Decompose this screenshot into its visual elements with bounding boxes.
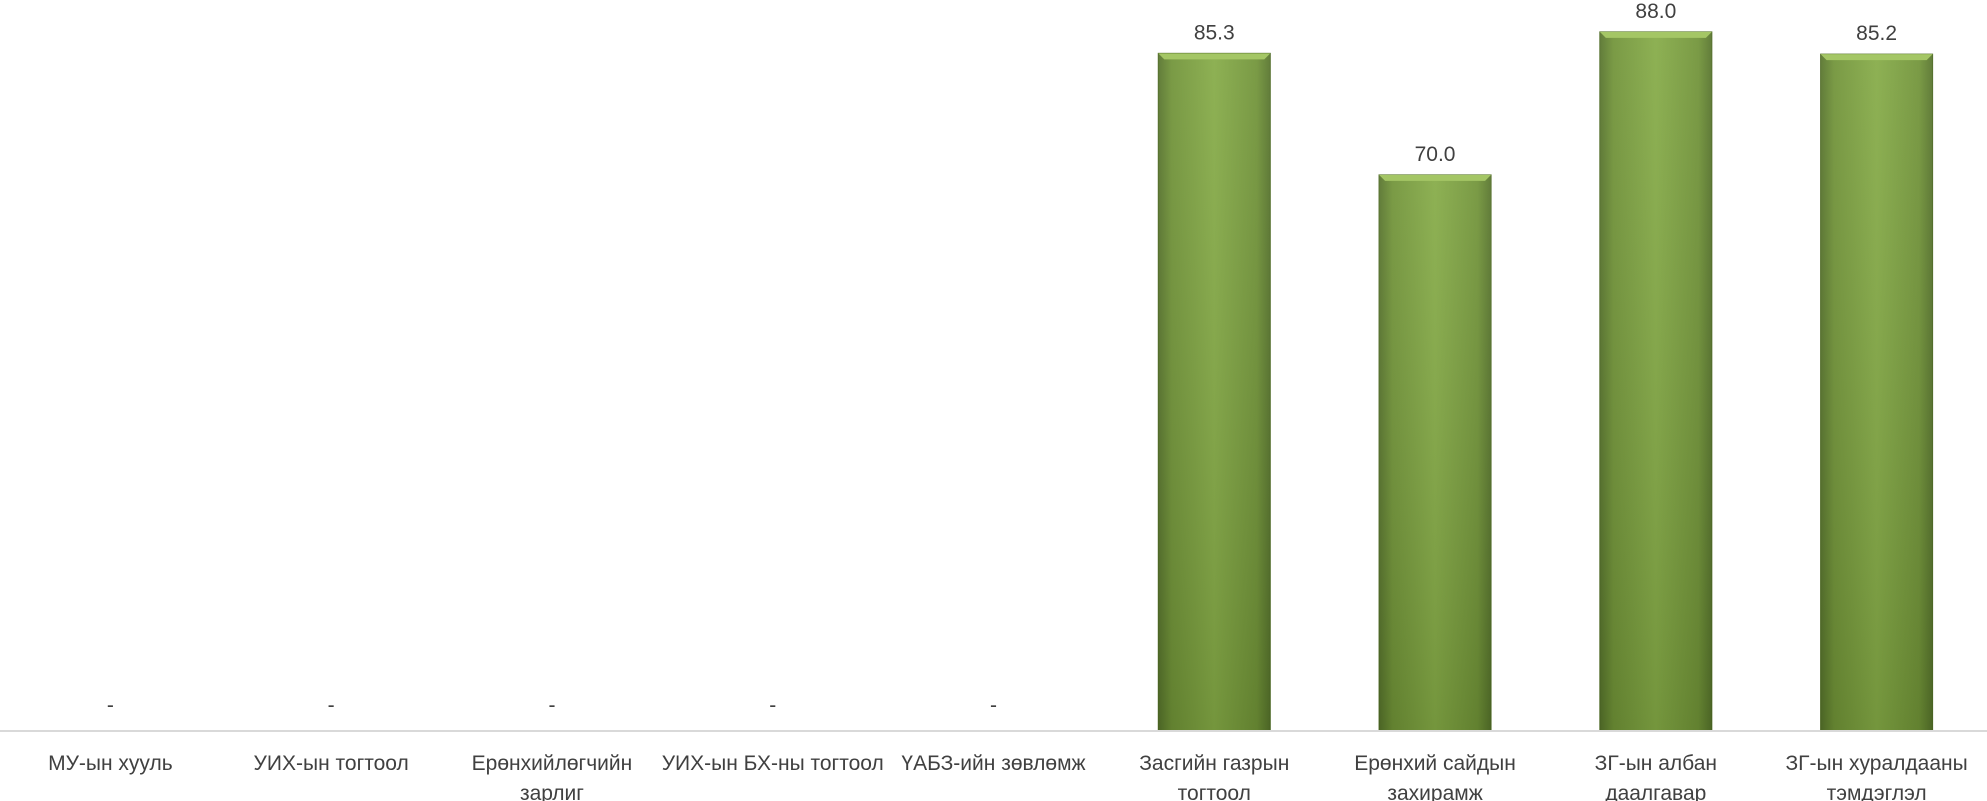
data-label-6: 85.3 <box>1194 21 1235 44</box>
category-label-8: ЗГ-ын албан даалгавар <box>1595 752 1717 801</box>
data-label-4: - <box>769 694 776 717</box>
category-label-6: Засгийн газрын тогтоол <box>1139 752 1289 801</box>
data-labels-layer: - - - - - 85.3 70.0 88.0 85.2 <box>107 0 1897 717</box>
data-label-5: - <box>990 694 997 717</box>
bar-shade-7 <box>1379 174 1492 731</box>
bar-bevel-7 <box>1379 174 1492 181</box>
category-label-7: Ерөнхий сайдын захирамж <box>1354 752 1516 801</box>
bar-bevel-8 <box>1599 31 1712 38</box>
data-label-2: - <box>328 694 335 717</box>
category-label-3: Ерөнхийлөгчийн зарлиг <box>472 752 633 801</box>
bar-bevel-9 <box>1820 54 1933 61</box>
category-label-2: УИХ-ын тогтоол <box>254 752 409 775</box>
bar-shade-6 <box>1158 53 1271 732</box>
data-label-9: 85.2 <box>1856 22 1897 45</box>
category-label-9: ЗГ-ын хуралдааны тэмдэглэл <box>1785 752 1967 801</box>
data-label-3: - <box>548 694 555 717</box>
bars-layer <box>1157 31 1934 732</box>
bar-bevel-6 <box>1158 53 1271 60</box>
data-label-8: 88.0 <box>1635 0 1676 23</box>
category-label-5: ҮАБЗ-ийн зөвлөмж <box>901 752 1085 775</box>
data-label-7: 70.0 <box>1415 143 1456 166</box>
bar-shade-9 <box>1820 54 1933 731</box>
category-label-1: МУ-ын хууль <box>48 752 173 775</box>
category-label-4: УИХ-ын БХ-ны тогтоол <box>662 752 884 775</box>
category-labels-layer: МУ-ын хууль УИХ-ын тогтоол Ерөнхийлөгчийн з… <box>48 752 1968 801</box>
bar-shade-8 <box>1599 31 1712 731</box>
data-label-1: - <box>107 694 114 717</box>
